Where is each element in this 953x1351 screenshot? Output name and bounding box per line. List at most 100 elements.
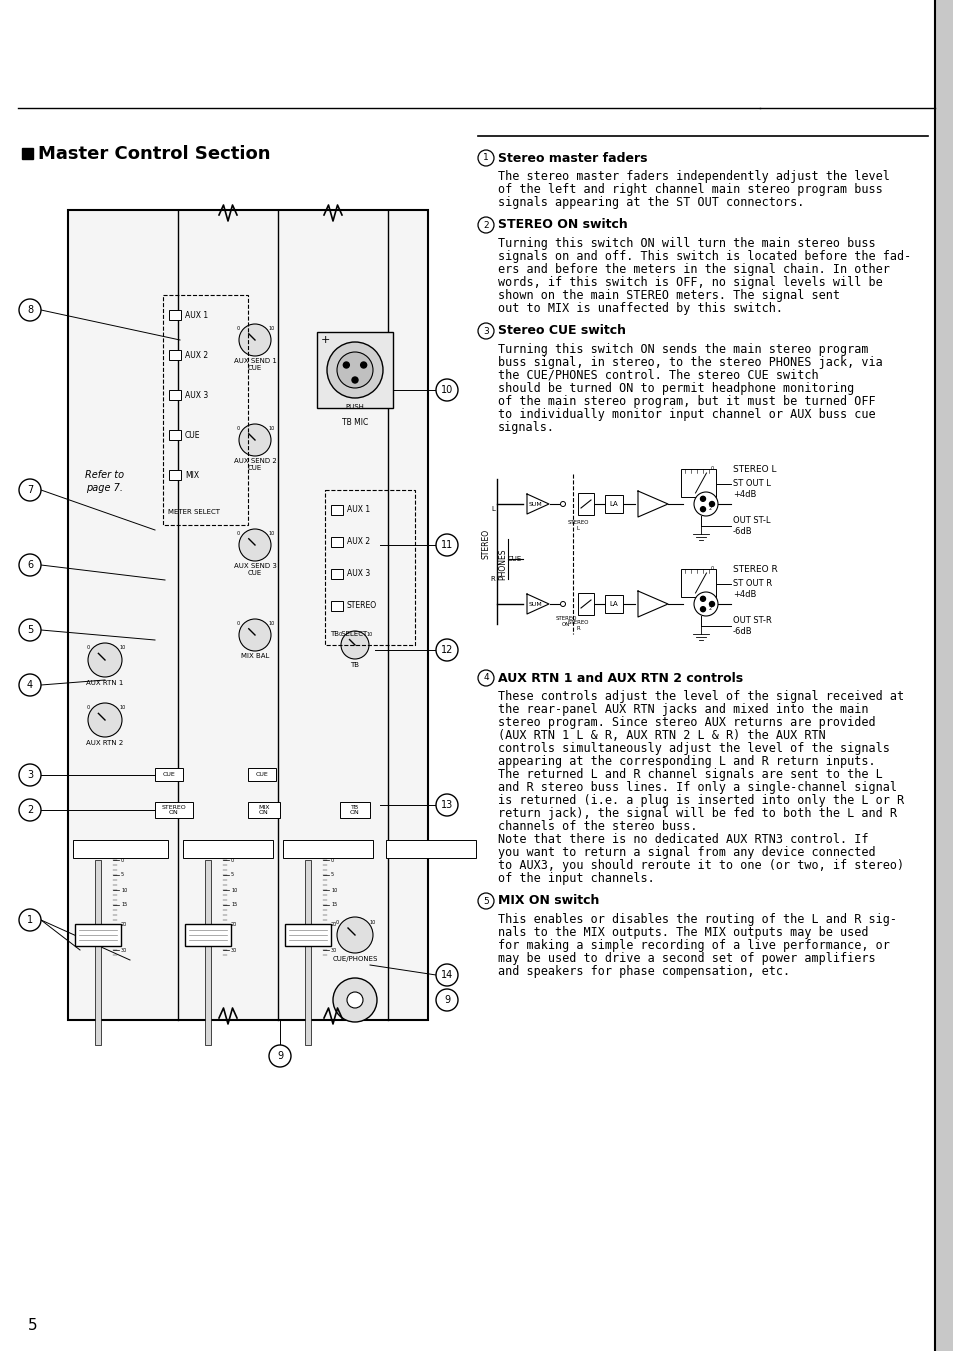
- Text: LA: LA: [609, 601, 618, 607]
- Text: MIX: MIX: [185, 470, 199, 480]
- Text: 10: 10: [268, 621, 274, 626]
- Text: STEREO ON switch: STEREO ON switch: [497, 219, 627, 231]
- Text: MIX
ON: MIX ON: [258, 805, 270, 816]
- Text: 10: 10: [231, 888, 237, 893]
- Bar: [22, 149, 33, 159]
- Bar: [163, 295, 248, 526]
- Circle shape: [700, 496, 705, 501]
- Text: 2: 2: [708, 505, 711, 511]
- Text: 30: 30: [121, 947, 127, 952]
- Circle shape: [19, 765, 41, 786]
- Text: controls simultaneously adjust the level of the signals: controls simultaneously adjust the level…: [497, 742, 889, 755]
- Text: 10: 10: [370, 920, 375, 925]
- Text: 4: 4: [482, 674, 488, 682]
- Text: appearing at the corresponding L and R return inputs.: appearing at the corresponding L and R r…: [497, 755, 875, 767]
- Text: Turning this switch ON will turn the main stereo buss: Turning this switch ON will turn the mai…: [497, 236, 875, 250]
- Text: 30: 30: [231, 947, 237, 952]
- Text: 10: 10: [440, 385, 453, 394]
- Text: AUX 3: AUX 3: [347, 570, 370, 578]
- Bar: [248, 802, 280, 817]
- Text: 0: 0: [231, 858, 233, 862]
- Circle shape: [477, 670, 494, 686]
- Text: TB
ON: TB ON: [350, 805, 359, 816]
- Text: is returned (i.e. a plug is inserted into only the L or R: is returned (i.e. a plug is inserted int…: [497, 794, 903, 807]
- Text: SUM: SUM: [529, 501, 542, 507]
- Text: 7: 7: [27, 485, 33, 494]
- Circle shape: [19, 480, 41, 501]
- Circle shape: [340, 631, 369, 659]
- Text: 5: 5: [231, 873, 233, 878]
- Text: 1: 1: [27, 915, 33, 925]
- Circle shape: [336, 353, 373, 388]
- Bar: [169, 470, 181, 480]
- Text: 15: 15: [121, 902, 127, 908]
- Bar: [95, 861, 101, 1046]
- Text: 4: 4: [27, 680, 33, 690]
- Text: channels of the stereo buss.: channels of the stereo buss.: [497, 820, 697, 834]
- Text: R: R: [490, 576, 495, 582]
- Text: LA: LA: [609, 501, 618, 507]
- Circle shape: [333, 978, 376, 1021]
- Text: STEREO
ON: STEREO ON: [161, 805, 186, 816]
- Bar: [578, 493, 594, 515]
- Bar: [283, 840, 373, 858]
- Polygon shape: [638, 490, 667, 517]
- Text: These controls adjust the level of the signal received at: These controls adjust the level of the s…: [497, 690, 903, 703]
- Text: 13: 13: [440, 800, 453, 811]
- Text: AUX 2: AUX 2: [347, 538, 370, 547]
- Text: STEREO
L: STEREO L: [567, 520, 588, 531]
- Bar: [154, 802, 193, 817]
- Text: Refer to
page 7.: Refer to page 7.: [86, 470, 125, 493]
- Bar: [305, 861, 311, 1046]
- Text: CUE: CUE: [507, 557, 521, 562]
- Text: CUE/PHONES: CUE/PHONES: [332, 957, 377, 962]
- Text: 0: 0: [86, 705, 90, 711]
- Circle shape: [700, 607, 705, 612]
- Text: (AUX RTN 1 L & R, AUX RTN 2 L & R) the AUX RTN: (AUX RTN 1 L & R, AUX RTN 2 L & R) the A…: [497, 730, 825, 742]
- Text: 9: 9: [443, 994, 450, 1005]
- Text: The returned L and R channel signals are sent to the L: The returned L and R channel signals are…: [497, 767, 882, 781]
- Circle shape: [19, 299, 41, 322]
- Bar: [169, 430, 181, 440]
- Bar: [154, 767, 183, 781]
- Text: 30: 30: [331, 947, 337, 952]
- Text: 20: 20: [231, 923, 237, 928]
- Circle shape: [239, 619, 271, 651]
- Circle shape: [436, 965, 457, 986]
- Circle shape: [352, 377, 357, 382]
- Text: ST OUT L
+4dB: ST OUT L +4dB: [732, 480, 770, 499]
- Circle shape: [336, 917, 373, 952]
- Bar: [680, 469, 716, 497]
- Circle shape: [239, 530, 271, 561]
- Text: AUX RTN 1: AUX RTN 1: [86, 680, 124, 686]
- Circle shape: [436, 639, 457, 661]
- Text: PHONES: PHONES: [498, 549, 507, 580]
- Bar: [68, 209, 428, 1020]
- Circle shape: [19, 798, 41, 821]
- Circle shape: [19, 674, 41, 696]
- Text: AUX RTN 2: AUX RTN 2: [87, 740, 124, 746]
- Text: STEREO
ON: STEREO ON: [555, 616, 577, 627]
- Text: shown on the main STEREO meters. The signal sent: shown on the main STEREO meters. The sig…: [497, 289, 840, 303]
- Text: 0: 0: [236, 426, 240, 431]
- Text: and R stereo buss lines. If only a single-channel signal: and R stereo buss lines. If only a singl…: [497, 781, 896, 794]
- Circle shape: [560, 601, 565, 607]
- Text: 0: 0: [86, 646, 90, 650]
- Bar: [169, 309, 181, 320]
- Text: 0: 0: [236, 621, 240, 626]
- Text: MIX ON switch: MIX ON switch: [497, 894, 598, 908]
- Text: This enables or disables the routing of the L and R sig-: This enables or disables the routing of …: [497, 913, 896, 925]
- Text: 10: 10: [268, 426, 274, 431]
- Text: L: L: [491, 507, 495, 512]
- Text: to individually monitor input channel or AUX buss cue: to individually monitor input channel or…: [497, 408, 875, 422]
- Text: stereo program. Since stereo AUX returns are provided: stereo program. Since stereo AUX returns…: [497, 716, 875, 730]
- Text: MIX BAL: MIX BAL: [240, 653, 269, 659]
- Text: Stereo master faders: Stereo master faders: [497, 151, 647, 165]
- Text: PUSH: PUSH: [345, 404, 364, 409]
- Text: 0: 0: [121, 858, 124, 862]
- Bar: [578, 593, 594, 615]
- Text: 15: 15: [331, 902, 337, 908]
- Bar: [316, 332, 393, 408]
- Text: return jack), the signal will be fed to both the L and R: return jack), the signal will be fed to …: [497, 807, 896, 820]
- Bar: [75, 924, 121, 946]
